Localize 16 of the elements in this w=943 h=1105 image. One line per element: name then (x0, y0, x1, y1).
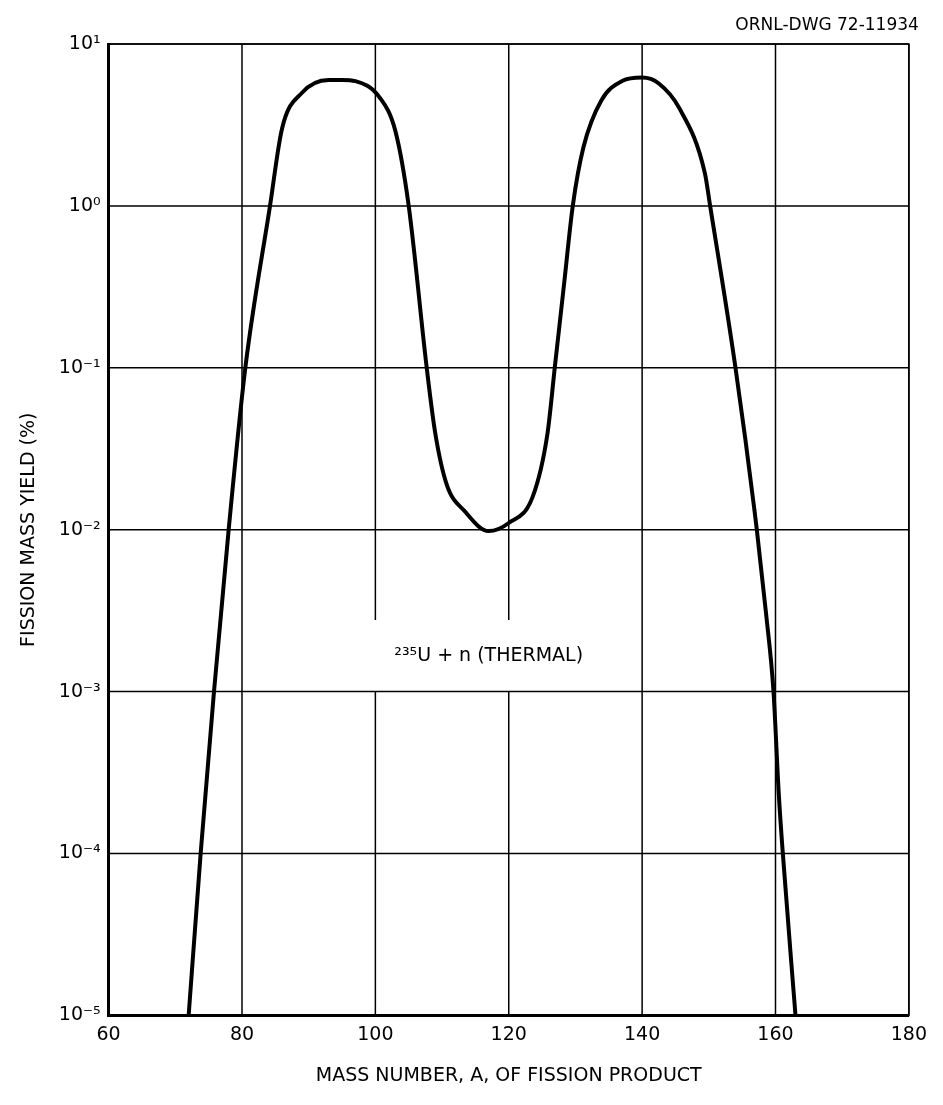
x-axis-title: MASS NUMBER, A, OF FISSION PRODUCT (315, 1062, 703, 1085)
x-tick-label: 140 (623, 1021, 661, 1044)
x-tick-label: 100 (357, 1021, 394, 1044)
x-tick-label: 160 (757, 1021, 794, 1044)
y-tick-label: 10⁻¹ (58, 354, 101, 377)
y-tick-label: 10⁻³ (58, 678, 101, 701)
x-tick-label: 180 (890, 1021, 927, 1044)
x-tick-label: 120 (490, 1021, 527, 1044)
y-tick-label: 10⁻² (58, 516, 101, 539)
y-tick-label: 10⁻⁴ (58, 840, 101, 863)
text: ²³⁵U + n (THERMAL) (394, 642, 584, 665)
text: ORNL-DWG 72-11934 (735, 13, 919, 34)
y-axis-title: FISSION MASS YIELD (%) (16, 412, 39, 647)
x-tick-label: 80 (229, 1021, 255, 1044)
y-tick-label: 10¹ (68, 30, 101, 53)
y-tick-label: 10⁰ (68, 192, 101, 215)
